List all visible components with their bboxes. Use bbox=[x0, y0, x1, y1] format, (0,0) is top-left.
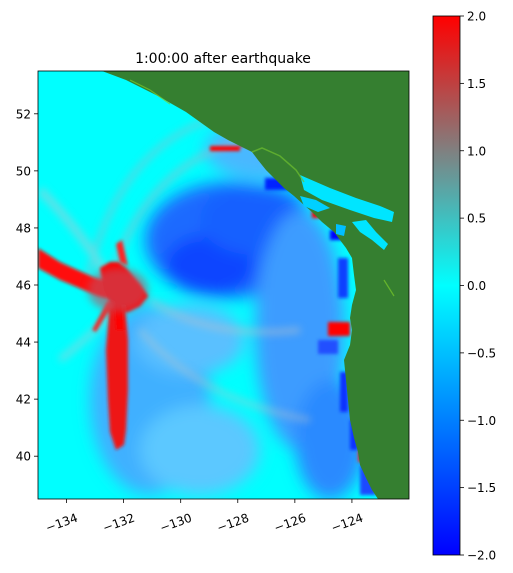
colorbar-tick-label: 2.0 bbox=[467, 10, 486, 24]
y-tick-label: 42 bbox=[16, 393, 31, 407]
colorbar-tick-label: −1.5 bbox=[467, 481, 496, 495]
colorbar-gradient bbox=[433, 16, 460, 555]
x-tick-label: −134 bbox=[44, 511, 80, 535]
land-mass bbox=[102, 71, 409, 499]
coastline-details bbox=[129, 79, 395, 297]
y-tick-label: 48 bbox=[16, 221, 31, 235]
y-tick-label: 40 bbox=[16, 450, 31, 464]
x-axis-ticks: −134 −132 −130 −128 −126 −124 bbox=[44, 499, 365, 535]
map-title: 1:00:00 after earthquake bbox=[135, 51, 311, 67]
x-tick-label: −128 bbox=[215, 511, 251, 535]
x-tick-label: −126 bbox=[272, 511, 308, 535]
wave-front bbox=[38, 240, 148, 450]
y-axis-ticks: 40 42 44 46 48 50 52 bbox=[16, 107, 38, 464]
x-tick-label: −132 bbox=[101, 511, 137, 535]
y-tick-label: 52 bbox=[16, 107, 31, 121]
y-tick-label: 50 bbox=[16, 164, 31, 178]
colorbar-tick-label: 0.0 bbox=[467, 279, 486, 293]
colorbar-tick-label: −0.5 bbox=[467, 346, 496, 360]
x-tick-label: −124 bbox=[329, 511, 365, 535]
colorbar-ticks: 2.0 1.5 1.0 0.5 0.0 −0.5 −1.0 −1.5 −2.0 bbox=[460, 10, 496, 563]
x-tick-label: −130 bbox=[158, 511, 194, 535]
colorbar: 2.0 1.5 1.0 0.5 0.0 −0.5 −1.0 −1.5 −2.0 bbox=[432, 10, 496, 563]
y-tick-label: 46 bbox=[16, 279, 31, 293]
colorbar-tick-label: −2.0 bbox=[467, 549, 496, 563]
colorbar-tick-label: 1.5 bbox=[467, 77, 486, 91]
y-tick-label: 44 bbox=[16, 336, 31, 350]
colorbar-tick-label: 1.0 bbox=[467, 144, 486, 158]
map-panel bbox=[38, 71, 409, 499]
inland-waters bbox=[300, 175, 394, 250]
colorbar-tick-label: −1.0 bbox=[467, 414, 496, 428]
colorbar-tick-label: 0.5 bbox=[467, 212, 486, 226]
